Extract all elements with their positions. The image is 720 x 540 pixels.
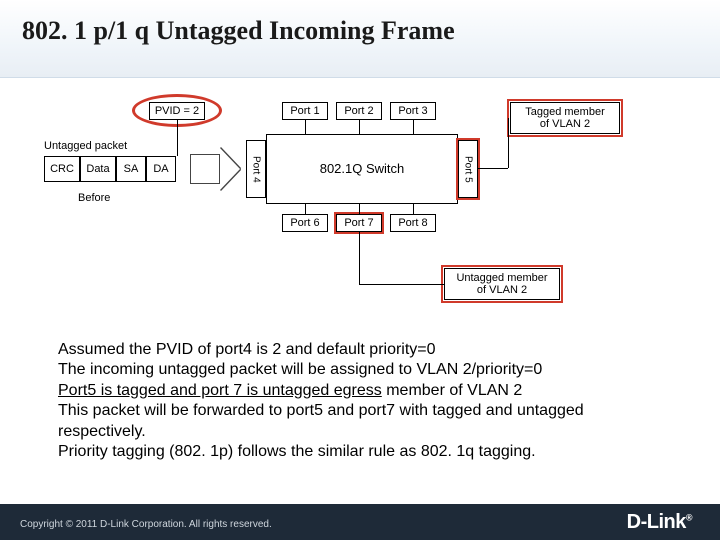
dlink-logo: D-Link®: [627, 511, 692, 534]
untagged-member-highlight: [441, 265, 563, 303]
b1c: [305, 204, 306, 214]
packet-cell-data: Data: [80, 156, 116, 182]
diagram-area: PVID = 2 Untagged packet CRC Data SA DA …: [44, 88, 634, 318]
b2c: [359, 204, 360, 214]
t2c: [359, 120, 360, 134]
port-bot-8: Port 8: [390, 214, 436, 232]
p7c-h: [359, 284, 444, 285]
body-line-3: Port5 is tagged and port 7 is untagged e…: [58, 381, 668, 401]
port-left-4: Port 4: [246, 140, 266, 198]
pvid-connector: [177, 120, 178, 156]
body-line-3-underline: Port5 is tagged and port 7 is untagged e…: [58, 382, 382, 399]
t3c: [413, 120, 414, 134]
switch-box: 802.1Q Switch: [266, 134, 458, 204]
body-line-1: Assumed the PVID of port4 is 2 and defau…: [58, 340, 668, 360]
packet-cell-sa: SA: [116, 156, 146, 182]
port7-highlight: [334, 212, 384, 234]
untagged-packet-label: Untagged packet: [44, 140, 127, 152]
body-line-3-tail: member of VLAN 2: [382, 382, 523, 399]
ingress-arrow-body: [190, 154, 220, 184]
body-line-5: Priority tagging (802. 1p) follows the s…: [58, 442, 668, 462]
dlink-logo-text: D-Link: [627, 511, 686, 533]
title-bar: 802. 1 p/1 q Untagged Incoming Frame: [0, 0, 720, 78]
footer: Copyright © 2011 D-Link Corporation. All…: [0, 504, 720, 540]
body-text: Assumed the PVID of port4 is 2 and defau…: [58, 340, 668, 463]
port-top-1: Port 1: [282, 102, 328, 120]
slide-title: 802. 1 p/1 q Untagged Incoming Frame: [22, 16, 455, 46]
body-line-2: The incoming untagged packet will be ass…: [58, 360, 668, 380]
ingress-arrow-head-icon: [220, 148, 240, 190]
port-top-2: Port 2: [336, 102, 382, 120]
packet-cell-da: DA: [146, 156, 176, 182]
port5-highlight: [456, 138, 480, 200]
footer-copyright: Copyright © 2011 D-Link Corporation. All…: [20, 519, 272, 530]
p7c-v: [359, 232, 360, 284]
p5c: [478, 168, 508, 169]
port-bot-6: Port 6: [282, 214, 328, 232]
body-line-4: This packet will be forwarded to port5 a…: [58, 401, 668, 442]
registered-icon: ®: [686, 512, 692, 522]
tagged-member-highlight: [507, 99, 623, 137]
port-top-3: Port 3: [390, 102, 436, 120]
t1c: [305, 120, 306, 134]
before-label: Before: [78, 192, 110, 204]
packet-cell-crc: CRC: [44, 156, 80, 182]
taggedc-v: [508, 118, 509, 168]
b3c: [413, 204, 414, 214]
slide: 802. 1 p/1 q Untagged Incoming Frame PVI…: [0, 0, 720, 540]
